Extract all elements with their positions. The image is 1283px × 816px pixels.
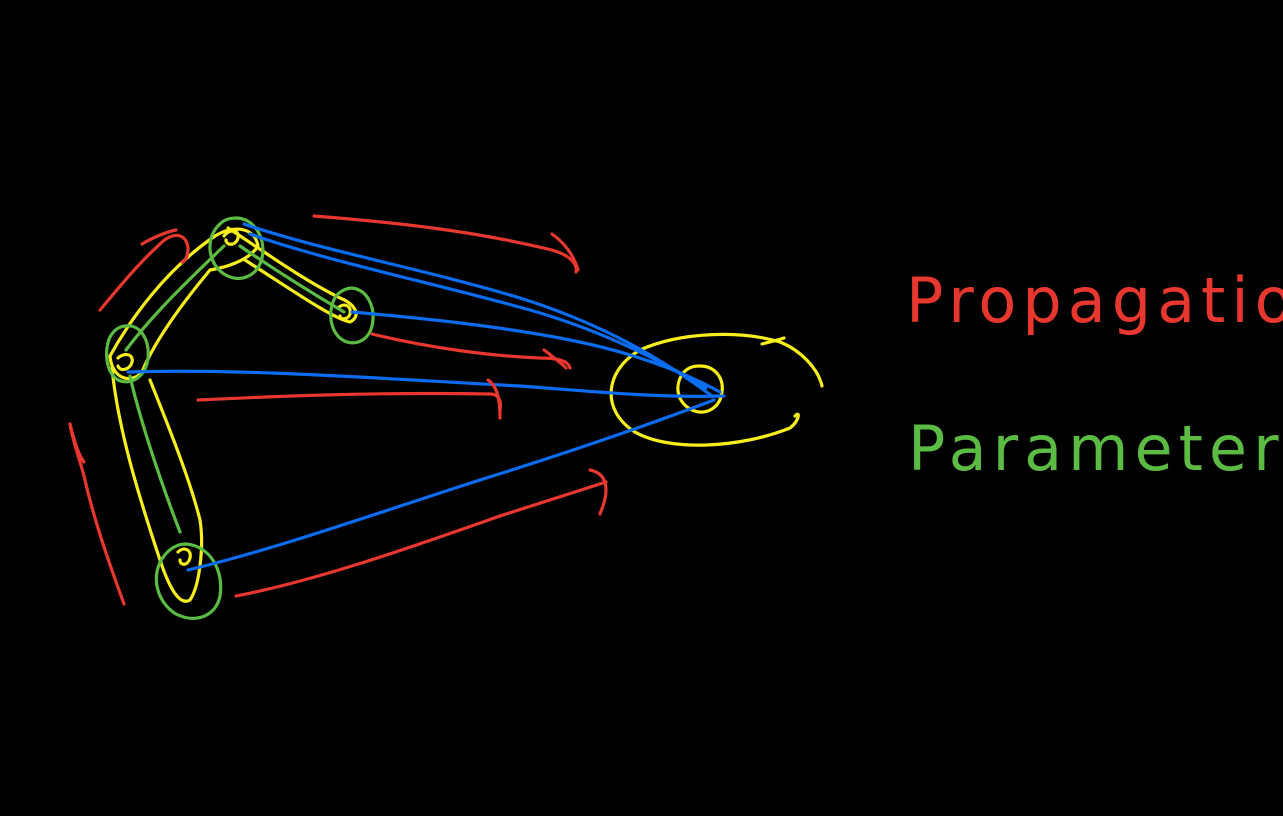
legend-propagation-label: Propagation bbox=[906, 264, 1283, 337]
param-link-root-lower bbox=[128, 374, 182, 534]
arrow-bottom bbox=[234, 480, 608, 598]
root-inner-swirl bbox=[116, 352, 134, 372]
joint-circle-upper bbox=[208, 216, 265, 280]
bone-upper-to-tip-joint bbox=[226, 226, 358, 324]
arrow-tip-head bbox=[542, 348, 568, 370]
param-link-upper-tip bbox=[238, 244, 346, 314]
arrow-root-upward bbox=[98, 233, 190, 312]
joint-circle-root bbox=[105, 324, 150, 384]
arrow-top-head bbox=[550, 232, 580, 272]
arrow-top bbox=[312, 214, 578, 274]
arrow-left-upward-head bbox=[68, 422, 86, 464]
upper-inner-swirl bbox=[222, 229, 240, 246]
oval-tick-mark bbox=[760, 336, 786, 346]
link-tip-to-target bbox=[350, 310, 722, 394]
joint-circle-tip bbox=[329, 286, 375, 345]
target-links bbox=[126, 222, 726, 572]
arrow-middle bbox=[196, 391, 503, 412]
arrow-tip bbox=[370, 332, 572, 370]
target-inner-ring bbox=[676, 364, 724, 414]
arrow-bottom-head bbox=[588, 468, 608, 516]
link-upper-to-target-2 bbox=[248, 232, 708, 390]
arrow-middle-head bbox=[486, 378, 502, 420]
arrow-root-upward-head bbox=[140, 228, 178, 246]
link-lower-to-target bbox=[186, 398, 716, 572]
target-outer-oval bbox=[609, 332, 824, 447]
param-link-root-upper bbox=[124, 244, 226, 352]
joint-parameters bbox=[105, 216, 375, 620]
bone-root-to-lower-joint bbox=[110, 366, 204, 603]
legend-parameters-label: Parameters bbox=[908, 412, 1283, 485]
tip-inner-swirl bbox=[336, 303, 352, 321]
propagation-arrows bbox=[68, 214, 608, 606]
lower-inner-swirl bbox=[176, 547, 192, 566]
link-upper-to-target bbox=[242, 222, 714, 398]
joint-circle-lower bbox=[154, 542, 223, 620]
